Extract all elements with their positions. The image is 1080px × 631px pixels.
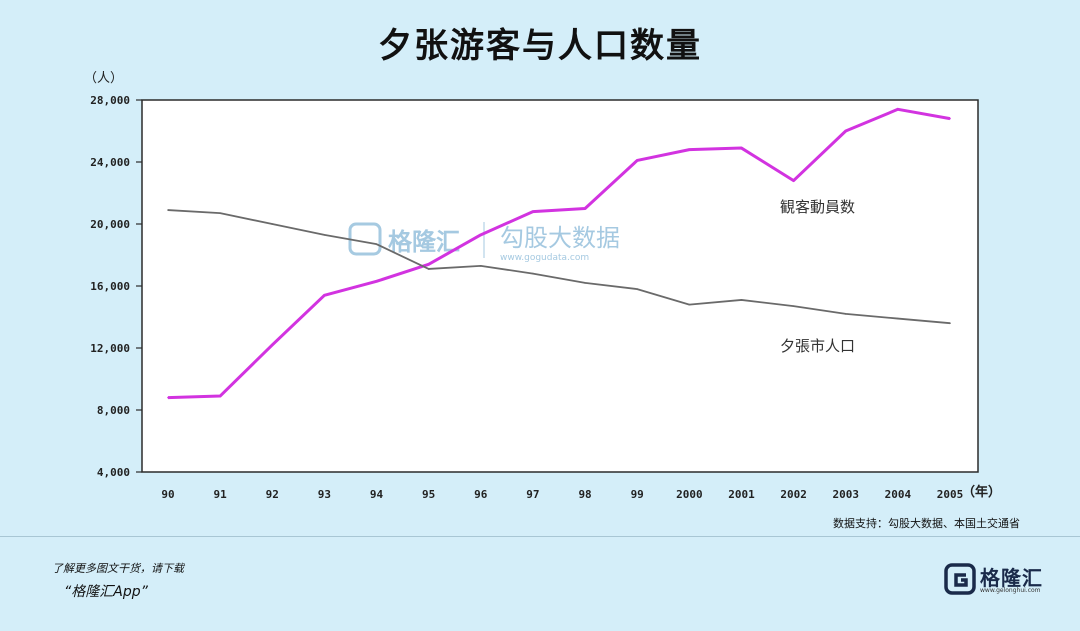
x-tick-label: 99 — [631, 488, 644, 501]
data-point — [949, 117, 951, 120]
watermark-text: 勾股大数据 — [500, 224, 620, 252]
brand-url: www.gelonghui.com — [980, 587, 1041, 594]
y-tick-label: 20,000 — [90, 218, 130, 231]
x-tick-label: 96 — [474, 488, 488, 501]
x-tick-label: 2002 — [780, 488, 807, 501]
data-point — [792, 179, 795, 182]
data-point — [636, 288, 638, 290]
brand-name: 格隆汇 — [980, 566, 1043, 590]
data-point — [480, 234, 482, 236]
promo-app-name[interactable]: “格隆汇App” — [64, 584, 148, 600]
x-axis-unit-label: （年） — [962, 484, 1001, 500]
data-point — [219, 212, 221, 214]
y-tick-label: 4,000 — [97, 466, 130, 479]
series-label: 観客動員数 — [780, 198, 855, 216]
data-point — [375, 243, 378, 245]
x-tick-label: 94 — [370, 488, 384, 501]
data-point — [740, 299, 743, 301]
x-tick-label: 97 — [526, 488, 539, 501]
y-axis: 4,000 8,000 12,000 16,000 20,000 24,000 28,000 — [90, 94, 142, 479]
y-tick-label: 16,000 — [90, 280, 130, 293]
y-tick-label: 12,000 — [90, 342, 130, 355]
data-point — [897, 317, 899, 320]
x-tick-label: 2004 — [885, 488, 912, 501]
y-tick-label: 8,000 — [97, 404, 130, 417]
data-point — [427, 263, 430, 266]
line-chart: 格隆汇 勾股大数据 www.gogudata.com 4,000 8,000 12,… — [84, 71, 1001, 501]
data-point — [792, 305, 795, 307]
x-tick-label: 2000 — [676, 488, 703, 501]
y-tick-label: 24,000 — [90, 156, 130, 169]
series-label: 夕張市人口 — [780, 337, 855, 355]
brand-logo[interactable]: 格隆汇 www.gelonghui.com — [944, 563, 1054, 597]
series-layer — [167, 107, 951, 400]
x-tick-label: 98 — [578, 488, 591, 501]
footer-divider — [0, 536, 1080, 537]
watermark-name: 格隆汇 — [388, 228, 460, 256]
brand-logo-icon — [944, 563, 976, 595]
x-tick-label: 2001 — [728, 488, 755, 501]
x-tick-label: 2005 — [937, 488, 964, 501]
data-point — [167, 396, 169, 399]
x-axis: 90 91 92 93 94 95 96 97 98 99 2000 2001 2002 2003 2004… — [161, 488, 963, 501]
watermark-url: www.gogudata.com — [500, 253, 589, 263]
series-line-visitors — [167, 107, 951, 400]
y-axis-unit-label: （人） — [84, 71, 123, 86]
x-tick-label: 93 — [318, 488, 331, 501]
data-point — [480, 265, 482, 267]
series-line-population — [167, 209, 951, 325]
promo-text: 了解更多图文干货，请下载 — [52, 562, 184, 575]
data-point — [532, 272, 534, 275]
data-point — [271, 223, 274, 225]
data-point — [375, 280, 378, 283]
data-point — [949, 322, 951, 325]
data-point — [427, 268, 430, 270]
watermark: 格隆汇 勾股大数据 www.gogudata.com — [348, 222, 620, 263]
data-point — [584, 207, 586, 210]
data-point — [323, 294, 326, 297]
data-point — [323, 234, 326, 236]
x-tick-label: 2003 — [832, 488, 859, 501]
data-point — [167, 209, 169, 211]
x-tick-label: 95 — [422, 488, 435, 501]
y-tick-label: 28,000 — [90, 94, 130, 107]
data-source: 数据支持：勾股大数据、本国土交通省 — [833, 517, 1020, 530]
data-point — [897, 108, 899, 111]
data-point — [688, 148, 691, 151]
data-point — [532, 210, 534, 213]
x-tick-label: 92 — [266, 488, 279, 501]
data-point — [844, 130, 847, 132]
x-tick-label: 91 — [214, 488, 228, 501]
plot-area — [141, 99, 979, 473]
data-point — [271, 344, 274, 346]
data-point — [636, 159, 638, 162]
data-point — [844, 313, 847, 315]
data-point — [740, 147, 743, 149]
data-point — [688, 303, 691, 306]
data-point — [219, 395, 221, 397]
data-point — [584, 282, 586, 284]
chart-title: 夕张游客与人口数量 — [378, 26, 702, 66]
x-tick-label: 90 — [161, 488, 174, 501]
